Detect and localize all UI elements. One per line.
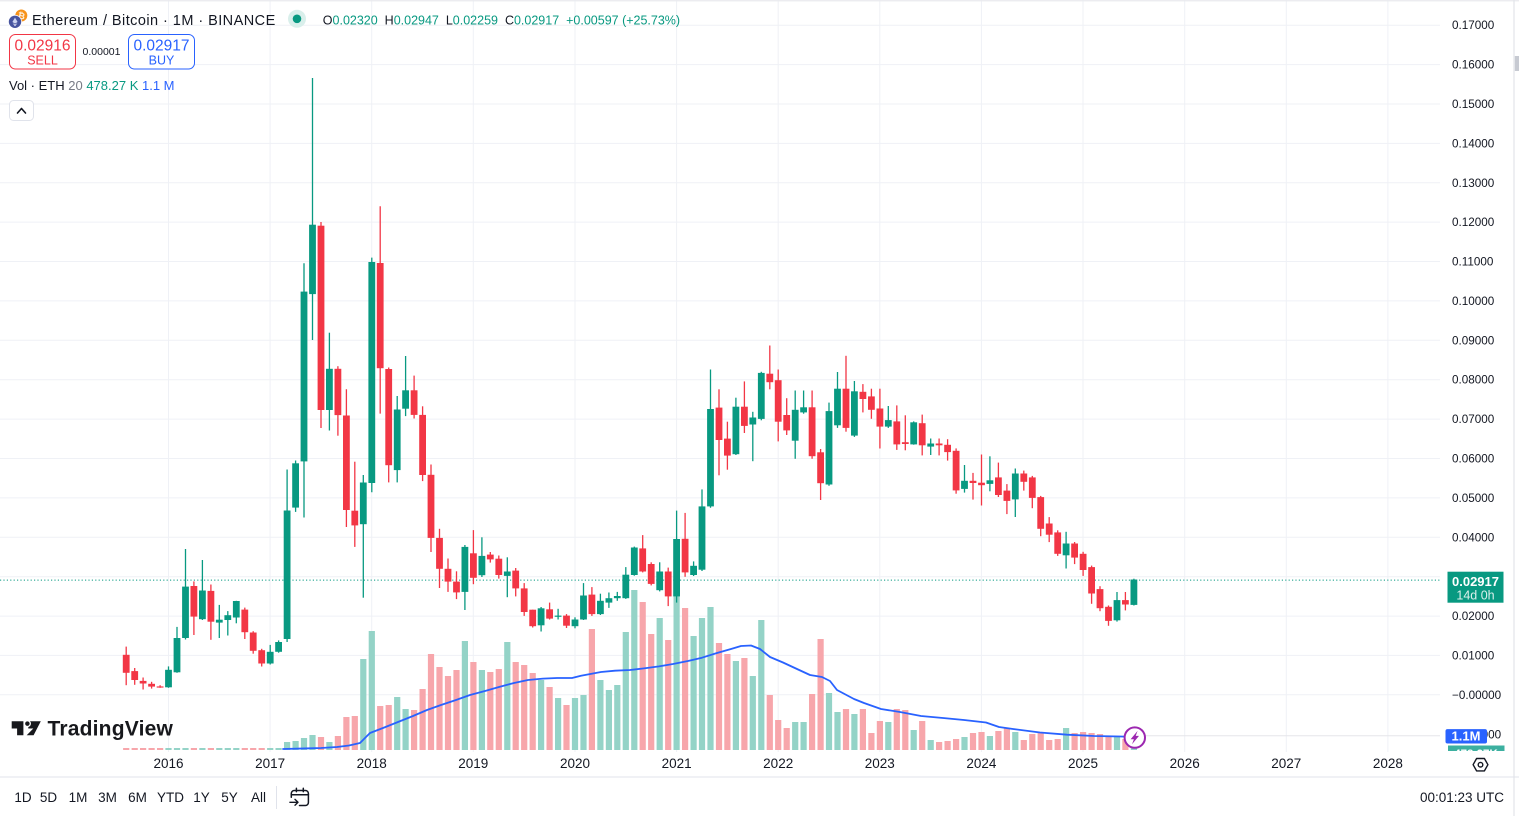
svg-text:478.27K: 478.27K xyxy=(1454,749,1498,761)
svg-text:5Y: 5Y xyxy=(221,790,238,805)
svg-text:2020: 2020 xyxy=(560,756,590,771)
svg-text:O0.02320 H0.02947 L0.02259: O0.02320 H0.02947 L0.02259 C0.02917 +0.0… xyxy=(323,13,680,27)
svg-text:0.15000: 0.15000 xyxy=(1452,98,1495,111)
svg-text:0.17000: 0.17000 xyxy=(1452,19,1495,32)
svg-text:0.05000: 0.05000 xyxy=(1452,492,1495,505)
svg-text:0.02916: 0.02916 xyxy=(14,38,70,55)
svg-text:5D: 5D xyxy=(40,790,58,805)
svg-text:0.13000: 0.13000 xyxy=(1452,177,1495,190)
svg-text:2016: 2016 xyxy=(153,756,183,771)
svg-text:1Y: 1Y xyxy=(193,790,210,805)
svg-text:0.02917: 0.02917 xyxy=(1452,574,1499,589)
svg-text:2019: 2019 xyxy=(458,756,488,771)
svg-text:1M: 1M xyxy=(69,790,88,805)
svg-text:3M: 3M xyxy=(98,790,117,805)
svg-text:Ethereum / Bitcoin · 1M · BINA: Ethereum / Bitcoin · 1M · BINANCE xyxy=(32,13,276,29)
svg-text:0.00001: 0.00001 xyxy=(83,46,121,58)
svg-text:0.09000: 0.09000 xyxy=(1452,334,1495,347)
svg-text:TradingView: TradingView xyxy=(48,718,174,741)
svg-text:−0.00000: −0.00000 xyxy=(1452,689,1502,702)
svg-text:0.06000: 0.06000 xyxy=(1452,453,1495,466)
svg-text:All: All xyxy=(251,790,266,805)
svg-text:0.14000: 0.14000 xyxy=(1452,137,1495,150)
svg-text:0.02917: 0.02917 xyxy=(133,38,189,55)
svg-text:BUY: BUY xyxy=(149,53,175,67)
svg-text:2021: 2021 xyxy=(662,756,692,771)
svg-text:1.1M: 1.1M xyxy=(1452,729,1481,744)
svg-text:0.07000: 0.07000 xyxy=(1452,413,1495,426)
svg-text:0.04000: 0.04000 xyxy=(1452,531,1495,544)
svg-text:0.11000: 0.11000 xyxy=(1452,256,1494,269)
svg-text:2017: 2017 xyxy=(255,756,285,771)
svg-text:0.10000: 0.10000 xyxy=(1452,295,1495,308)
svg-text:00:01:23 UTC: 00:01:23 UTC xyxy=(1420,790,1504,805)
svg-text:₿: ₿ xyxy=(17,10,26,21)
svg-text:2022: 2022 xyxy=(763,756,793,771)
svg-text:2028: 2028 xyxy=(1373,756,1403,771)
svg-text:2018: 2018 xyxy=(357,756,387,771)
svg-text:0.08000: 0.08000 xyxy=(1452,374,1495,387)
svg-text:14d 0h: 14d 0h xyxy=(1456,589,1494,603)
svg-text:2024: 2024 xyxy=(966,756,997,771)
svg-text:0.02000: 0.02000 xyxy=(1452,610,1495,623)
svg-text:0.16000: 0.16000 xyxy=(1452,59,1495,72)
svg-text:2023: 2023 xyxy=(865,756,895,771)
svg-text:1D: 1D xyxy=(14,790,32,805)
svg-text:0.01000: 0.01000 xyxy=(1452,649,1495,662)
svg-text:2027: 2027 xyxy=(1271,756,1301,771)
svg-text:0.12000: 0.12000 xyxy=(1452,216,1495,229)
svg-text:2025: 2025 xyxy=(1068,756,1098,771)
svg-text:2026: 2026 xyxy=(1170,756,1200,771)
svg-text:YTD: YTD xyxy=(157,790,184,805)
svg-text:Vol · ETH 20 478.27 K 1.1 M: Vol · ETH 20 478.27 K 1.1 M xyxy=(9,78,175,93)
svg-text:SELL: SELL xyxy=(27,53,58,67)
svg-text:6M: 6M xyxy=(128,790,147,805)
